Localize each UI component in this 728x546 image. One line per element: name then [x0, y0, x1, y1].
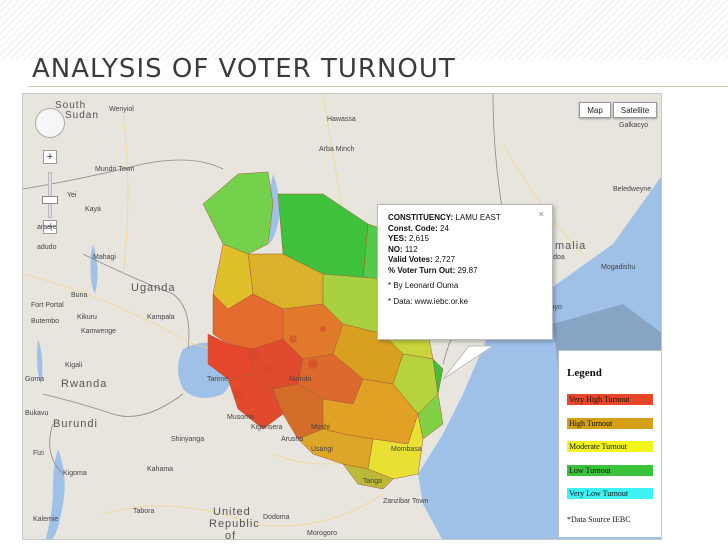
place-label: Mombasa	[391, 446, 422, 453]
constituency-value: LAMU EAST	[455, 213, 501, 222]
yes-label: YES:	[388, 234, 407, 243]
info-window-shadow	[553, 304, 661, 364]
turnout-value: 29.87	[457, 265, 478, 275]
place-label: Buna	[71, 292, 88, 299]
place-label: Butembo	[31, 318, 60, 325]
country-label: Uganda	[131, 282, 176, 294]
place-label: Arusha	[281, 436, 304, 443]
place-label: Kampala	[147, 314, 175, 321]
country-label: Burundi	[53, 418, 98, 430]
yes-value: 2,615	[408, 234, 429, 243]
place-label: Hawassa	[327, 116, 356, 123]
place-label: Mundri Town	[95, 166, 135, 173]
zoom-in-button[interactable]: +	[43, 150, 57, 164]
country-label: United	[213, 506, 251, 518]
map-type-satellite-button[interactable]: Satellite	[613, 102, 657, 118]
place-label: Galkacyo	[619, 122, 649, 129]
place-label: adudo	[37, 244, 57, 251]
const-code-value: 24	[440, 223, 449, 233]
legend-data-source: *Data Source IEBC	[567, 515, 631, 524]
place-label: Baidoa	[543, 254, 565, 261]
legend-item-very-low: Very Low Turnout	[567, 488, 653, 499]
legend-item-high: High Turnout	[567, 418, 653, 429]
country-label: Republic	[209, 518, 260, 530]
country-label: Rwanda	[61, 378, 108, 390]
zoom-out-button[interactable]: −	[43, 220, 57, 234]
place-label: Wenyiol	[109, 106, 134, 113]
place-label: Kahama	[147, 466, 174, 473]
place-label: Fort Portal	[31, 302, 64, 309]
place-label: Fizi	[33, 450, 44, 457]
place-label: Beledweyne	[613, 186, 652, 193]
const-code-label: Const. Code:	[388, 223, 438, 233]
constituency-info-window: × CONSTITUENCY: LAMU EAST Const. Code: 2…	[377, 204, 553, 340]
map-navigation-control[interactable]: + −	[35, 108, 65, 234]
country-label: of	[225, 530, 237, 540]
place-label: Arba Minch	[319, 146, 355, 153]
slide-header-pattern	[0, 0, 728, 60]
place-label: Morogoro	[307, 530, 337, 537]
slide-title: ANALYSIS OF VOTER TURNOUT	[32, 54, 456, 84]
valid-votes-value: 2,727	[435, 255, 456, 264]
country-label: malia	[555, 240, 587, 252]
place-label: Dodoma	[263, 514, 290, 521]
info-window-pointer	[442, 345, 495, 380]
legend-item-moderate: Moderate Turnout	[567, 441, 653, 452]
close-icon[interactable]: ×	[538, 209, 544, 219]
map-viewport[interactable]: + − Map Satellite South Sudan Wenyiol Ha…	[22, 93, 662, 540]
place-label: Kalemie	[33, 516, 59, 523]
place-label: Musoma	[227, 414, 254, 421]
place-label: Tanga	[363, 478, 383, 485]
legend-item-low: Low Turnout	[567, 465, 653, 476]
pan-control[interactable]	[35, 108, 65, 138]
no-label: NO:	[388, 244, 403, 254]
place-label: Moshi	[311, 424, 330, 431]
lake-tanganyika	[45, 449, 65, 539]
zoom-slider-thumb[interactable]	[42, 196, 58, 204]
place-label: Kikuru	[77, 314, 97, 321]
place-label: Kigonsera	[251, 424, 283, 431]
place-label: Kigoma	[63, 470, 87, 477]
lake-edward	[37, 339, 43, 384]
no-value: 112	[404, 244, 418, 254]
place-label: Tarime	[207, 376, 229, 383]
place-label: South	[55, 100, 87, 111]
legend-title: Legend	[567, 367, 602, 379]
place-label: Nairobi	[289, 376, 312, 383]
valid-votes-label: Valid Votes:	[388, 255, 433, 264]
place-label: Zanzibar Town	[383, 498, 429, 505]
place-label: Yei	[67, 192, 77, 199]
place-label: Sudan	[65, 110, 99, 121]
turnout-legend: Legend Very High Turnout High Turnout Mo…	[558, 350, 661, 537]
dense-constituencies	[234, 326, 326, 398]
place-label: Mahagi	[93, 254, 116, 261]
turnout-label: % Voter Turn Out:	[388, 265, 456, 275]
place-label: Shinyanga	[171, 436, 205, 443]
lake-albert	[90, 244, 98, 294]
place-label: Goma	[25, 376, 45, 383]
place-label: aradje	[37, 224, 57, 231]
place-label: Kaya	[85, 206, 101, 213]
data-source-note: * Data: www.iebc.or.ke	[388, 296, 469, 306]
map-type-map-button[interactable]: Map	[579, 102, 611, 118]
legend-item-very-high: Very High Turnout	[567, 394, 653, 405]
place-label: Kamwenge	[81, 328, 117, 335]
place-label: Tabora	[133, 508, 155, 515]
place-label: Usangi	[311, 446, 333, 453]
place-label: Kigali	[65, 362, 83, 369]
place-label: Bukavu	[25, 410, 49, 417]
place-label: Mogadishu	[601, 264, 636, 271]
author-note: * By Leonard Ouma	[388, 281, 459, 290]
zoom-slider-track[interactable]	[48, 172, 52, 218]
title-divider	[28, 86, 728, 87]
constituency-label: CONSTITUENCY:	[388, 213, 454, 222]
